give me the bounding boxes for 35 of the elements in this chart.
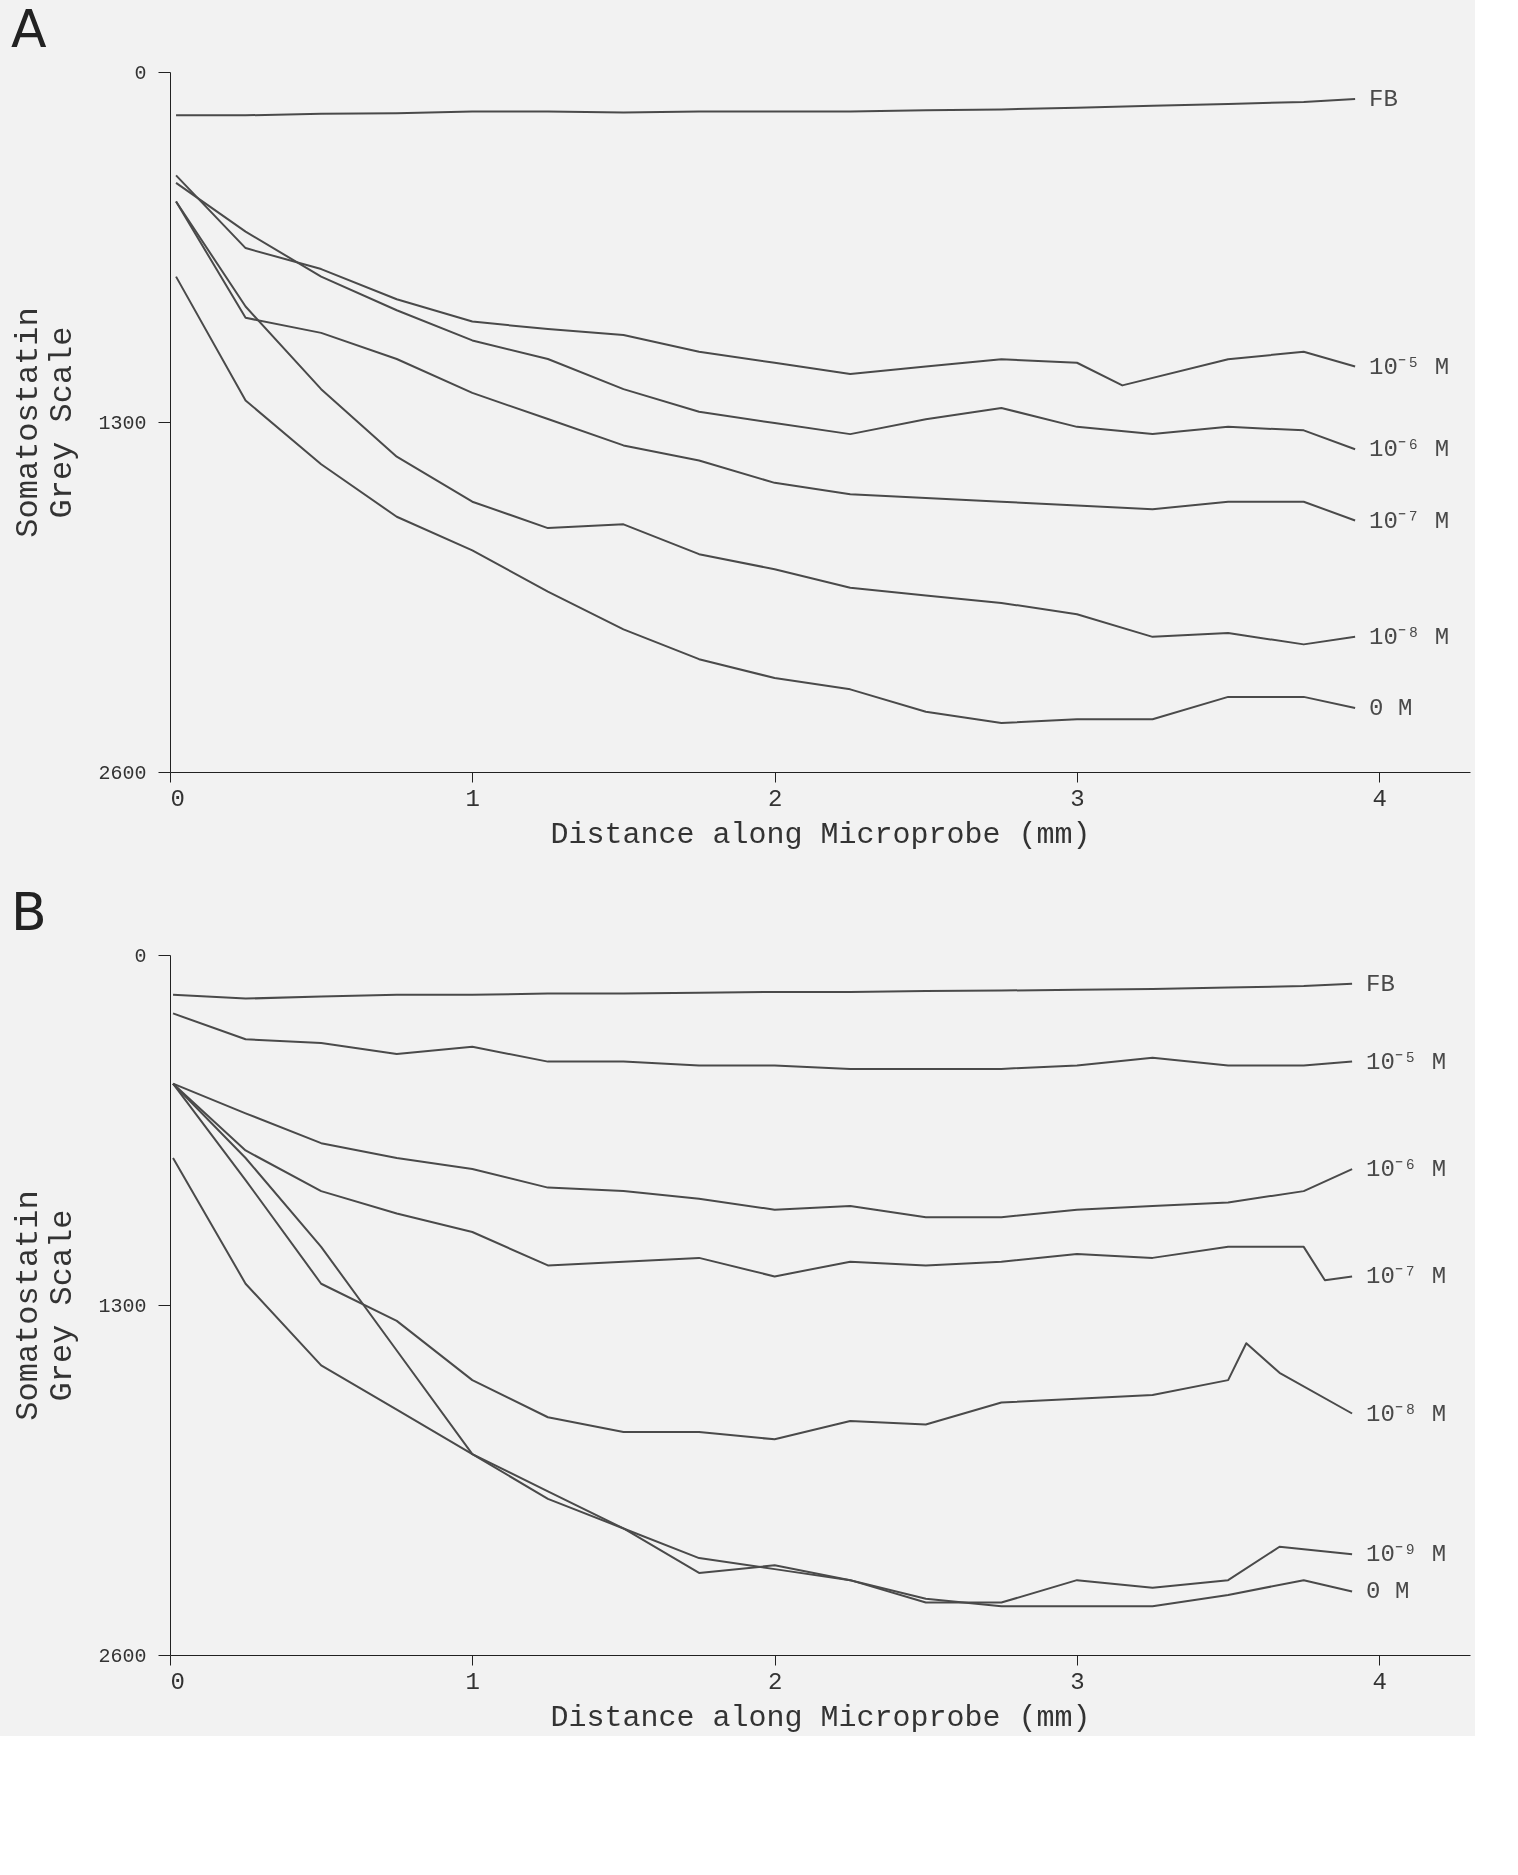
y-axis-title: Somatostatin Grey Scale [10, 307, 82, 538]
x-tick-label: 1 [465, 785, 481, 813]
series-label: 0 M [1369, 694, 1413, 722]
series-label: 10⁻⁵ M [1366, 1048, 1447, 1076]
series-label: 10⁻⁹ M [1366, 1541, 1447, 1569]
series-label: 10⁻⁶ M [1366, 1156, 1447, 1184]
series-label: 10⁻⁶ M [1369, 436, 1450, 464]
chart-title: A [10, 0, 47, 59]
x-axis-title: Distance along Microprobe (mm) [550, 1700, 1091, 1735]
series-label: FB [1366, 970, 1395, 998]
x-tick-label: 3 [1070, 1668, 1085, 1696]
x-tick-label: 2 [767, 785, 783, 813]
series-label: FB [1369, 85, 1398, 113]
x-tick-label: 0 [170, 785, 185, 813]
series-label: 10⁻⁷ M [1369, 507, 1450, 535]
y-tick-label: 0 [134, 944, 147, 968]
y-tick-label: 1300 [98, 411, 147, 435]
x-tick-label: 3 [1070, 785, 1085, 813]
series-label: 10⁻⁵ M [1369, 353, 1450, 381]
x-tick-label: 2 [767, 1668, 783, 1696]
x-tick-label: 4 [1372, 1668, 1388, 1696]
y-tick-label: 2600 [98, 1644, 147, 1668]
x-axis-title: Distance along Microprobe (mm) [550, 817, 1091, 852]
y-tick-label: 2600 [98, 761, 147, 785]
series-label: 0 M [1366, 1578, 1410, 1606]
x-tick-label: 4 [1372, 785, 1388, 813]
series-label: 10⁻⁸ M [1366, 1400, 1447, 1428]
series-label: 10⁻⁸ M [1369, 623, 1450, 651]
y-tick-label: 1300 [98, 1294, 147, 1318]
x-tick-label: 0 [170, 1668, 185, 1696]
y-tick-label: 0 [134, 61, 147, 85]
x-tick-label: 1 [465, 1668, 481, 1696]
y-axis-title: Somatostatin Grey Scale [10, 1190, 82, 1421]
chart-title: B [10, 882, 47, 942]
series-label: 10⁻⁷ M [1366, 1263, 1447, 1291]
